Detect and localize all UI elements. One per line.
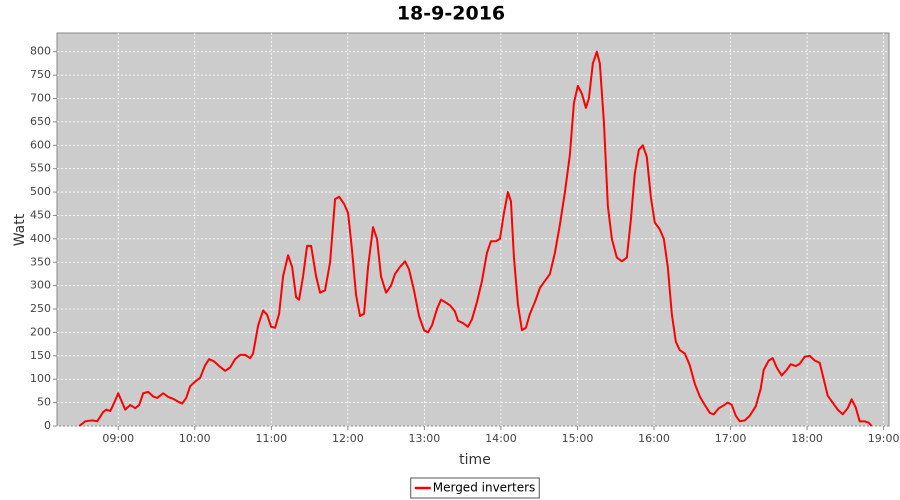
x-tick-label: 17:00 bbox=[715, 432, 747, 445]
y-axis-label: Watt bbox=[12, 213, 28, 246]
x-tick-label: 15:00 bbox=[562, 432, 594, 445]
chart-title: 18-9-2016 bbox=[397, 3, 505, 25]
y-tick-label: 0 bbox=[44, 419, 51, 432]
y-tick-label: 300 bbox=[30, 279, 51, 292]
y-tick-label: 450 bbox=[30, 208, 51, 221]
x-tick-label: 09:00 bbox=[102, 432, 134, 445]
y-tick-label: 700 bbox=[30, 92, 51, 105]
x-tick-label: 14:00 bbox=[485, 432, 517, 445]
y-tick-label: 200 bbox=[30, 325, 51, 338]
legend: Merged inverters bbox=[410, 477, 540, 499]
y-tick-label: 250 bbox=[30, 302, 51, 315]
x-axis-label: time bbox=[459, 452, 491, 468]
y-tick-label: 500 bbox=[30, 185, 51, 198]
data-line bbox=[78, 50, 873, 427]
y-tick-label: 400 bbox=[30, 232, 51, 245]
y-tick-label: 750 bbox=[30, 68, 51, 81]
y-tick-label: 600 bbox=[30, 138, 51, 151]
x-tick-label: 16:00 bbox=[638, 432, 670, 445]
y-tick-label: 100 bbox=[30, 372, 51, 385]
y-tick-label: 350 bbox=[30, 255, 51, 268]
y-tick-label: 150 bbox=[30, 349, 51, 362]
legend-label: Merged inverters bbox=[433, 481, 536, 495]
x-tick-label: 12:00 bbox=[332, 432, 364, 445]
x-tick-label: 11:00 bbox=[255, 432, 287, 445]
y-tick-label: 50 bbox=[37, 396, 51, 409]
y-tick-label: 650 bbox=[30, 115, 51, 128]
y-tick-label: 550 bbox=[30, 162, 51, 175]
x-tick-label: 13:00 bbox=[409, 432, 441, 445]
legend-box bbox=[410, 477, 540, 499]
x-tick-label: 10:00 bbox=[179, 432, 211, 445]
x-tick-label: 19:00 bbox=[868, 432, 900, 445]
y-tick-label: 800 bbox=[30, 45, 51, 58]
x-tick-label: 18:00 bbox=[791, 432, 823, 445]
